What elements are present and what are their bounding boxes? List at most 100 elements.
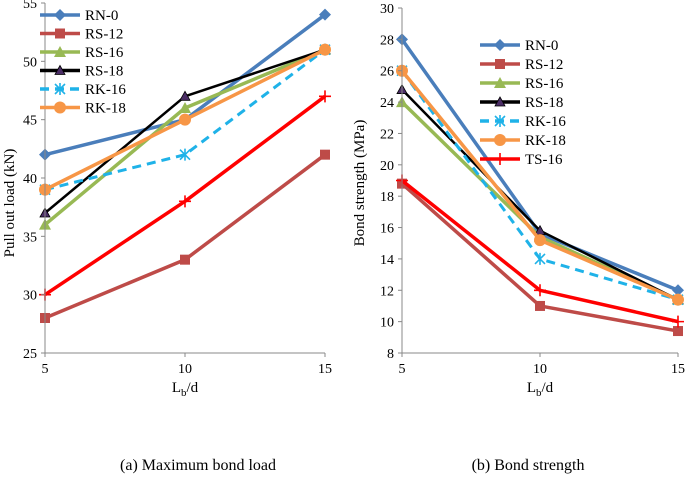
legend-item-rs-18: RS-18 bbox=[480, 95, 563, 111]
left-x-axis-title: Lb/d bbox=[172, 380, 199, 399]
right-caption: (b) Bond strength bbox=[472, 457, 585, 474]
data-point bbox=[320, 149, 330, 160]
data-point bbox=[672, 293, 684, 306]
legend-label: RS-12 bbox=[525, 57, 563, 73]
right-x-axis-title-main: L bbox=[527, 380, 536, 396]
legend-marker bbox=[494, 115, 506, 127]
data-point bbox=[319, 8, 331, 21]
legend-item-ts-16: TS-16 bbox=[480, 152, 563, 168]
y-tick-label: 28 bbox=[380, 33, 394, 48]
legend-label: RS-16 bbox=[525, 76, 564, 92]
left-caption: (a) Maximum bond load bbox=[120, 457, 276, 474]
data-point bbox=[672, 315, 684, 328]
legend-label: RK-18 bbox=[85, 101, 126, 117]
legend-marker bbox=[494, 39, 506, 51]
data-point bbox=[180, 254, 190, 265]
data-point bbox=[535, 300, 545, 311]
legend-label: RS-18 bbox=[85, 64, 123, 80]
legend-item-rs-16: RS-16 bbox=[40, 45, 124, 61]
left-x-axis-title-main: L bbox=[172, 380, 181, 396]
right-x-axis-title-tail: /d bbox=[542, 380, 554, 396]
x-tick-label: 10 bbox=[533, 362, 547, 377]
legend-label: RS-18 bbox=[525, 95, 563, 111]
legend-label: RK-16 bbox=[85, 82, 126, 98]
data-point bbox=[319, 90, 331, 103]
y-tick-label: 25 bbox=[23, 347, 37, 362]
right-y-axis-title: Bond strength (MPa) bbox=[352, 120, 368, 247]
legend-marker bbox=[54, 83, 66, 95]
legend-marker bbox=[54, 101, 66, 114]
legend-label: RK-16 bbox=[525, 114, 566, 130]
right-x-axis-title: Lb/d bbox=[527, 380, 554, 399]
y-tick-label: 35 bbox=[23, 230, 37, 245]
legend-item-rk-16: RK-16 bbox=[40, 82, 126, 98]
x-tick-label: 15 bbox=[318, 362, 332, 377]
legend-label: RS-12 bbox=[85, 27, 123, 43]
legend-label: RN-0 bbox=[525, 38, 558, 54]
y-tick-label: 40 bbox=[23, 172, 37, 187]
x-tick-label: 10 bbox=[178, 362, 192, 377]
data-point bbox=[534, 252, 546, 265]
legend-item-rs-12: RS-12 bbox=[40, 27, 123, 43]
y-tick-label: 55 bbox=[23, 0, 37, 12]
legend-marker bbox=[54, 64, 66, 75]
legend-item-rs-12: RS-12 bbox=[480, 57, 563, 73]
y-tick-label: 14 bbox=[380, 253, 394, 268]
right-x-axis-title-sub: b bbox=[536, 387, 542, 399]
y-tick-label: 30 bbox=[23, 289, 37, 304]
left-series-layer bbox=[39, 8, 331, 323]
legend-marker bbox=[495, 59, 505, 69]
legend-item-rs-16: RS-16 bbox=[480, 76, 564, 92]
series-rn-0 bbox=[39, 8, 331, 161]
data-point bbox=[534, 234, 546, 247]
y-tick-label: 12 bbox=[380, 284, 394, 299]
data-point bbox=[319, 43, 331, 56]
legend-item-rk-18: RK-18 bbox=[40, 101, 126, 117]
legend-item-rn-0: RN-0 bbox=[40, 8, 118, 24]
legend-marker bbox=[55, 28, 65, 39]
y-tick-label: 50 bbox=[23, 55, 37, 70]
legend-label: TS-16 bbox=[525, 152, 563, 168]
series-rk-18 bbox=[39, 43, 331, 196]
y-tick-label: 18 bbox=[380, 190, 394, 205]
legend-item-rn-0: RN-0 bbox=[480, 38, 558, 54]
legend-marker bbox=[54, 9, 66, 21]
left-legend: RN-0 RS-12 RS-16 RS-18 RK-16 RK-18 bbox=[40, 8, 126, 117]
right-legend: RN-0 RS-12 RS-16 RS-18 RK-16 RK-18 TS-16 bbox=[480, 38, 566, 168]
legend-marker bbox=[494, 96, 506, 107]
left-y-ticks: 25 30 35 40 45 50 55 bbox=[23, 0, 45, 362]
x-tick-label: 15 bbox=[671, 362, 685, 377]
y-tick-label: 45 bbox=[23, 114, 37, 129]
data-point bbox=[534, 284, 546, 297]
chart-bond-strength: 8 10 12 14 16 18 20 22 24 26 28 30 5 10 15 Bond stren… bbox=[352, 2, 685, 474]
legend-marker bbox=[54, 46, 66, 57]
left-y-axis-title: Pull out load (kN) bbox=[2, 149, 18, 258]
series-line bbox=[400, 179, 679, 324]
legend-item-rk-18: RK-18 bbox=[480, 133, 566, 149]
y-tick-label: 30 bbox=[380, 2, 394, 17]
series-line bbox=[44, 48, 326, 192]
right-x-ticks: 5 10 15 bbox=[399, 353, 685, 377]
series-rk-18 bbox=[396, 64, 684, 306]
legend-label: RS-16 bbox=[85, 45, 124, 61]
data-point bbox=[673, 326, 683, 337]
y-tick-label: 16 bbox=[380, 222, 394, 237]
legend-label: RK-18 bbox=[525, 133, 566, 149]
series-rs-12 bbox=[40, 149, 330, 323]
x-tick-label: 5 bbox=[42, 362, 49, 377]
y-tick-label: 10 bbox=[380, 316, 394, 331]
legend-marker bbox=[494, 134, 506, 146]
left-x-axis-title-sub: b bbox=[181, 387, 187, 399]
y-tick-label: 22 bbox=[380, 127, 394, 142]
data-point bbox=[179, 90, 191, 101]
y-tick-label: 24 bbox=[380, 96, 394, 111]
legend-item-rs-18: RS-18 bbox=[40, 64, 123, 80]
y-tick-label: 8 bbox=[387, 347, 394, 362]
legend-marker bbox=[494, 77, 506, 88]
x-tick-label: 5 bbox=[399, 362, 406, 377]
y-tick-label: 26 bbox=[380, 65, 394, 80]
legend-item-rk-16: RK-16 bbox=[480, 114, 566, 130]
data-point bbox=[179, 148, 191, 161]
